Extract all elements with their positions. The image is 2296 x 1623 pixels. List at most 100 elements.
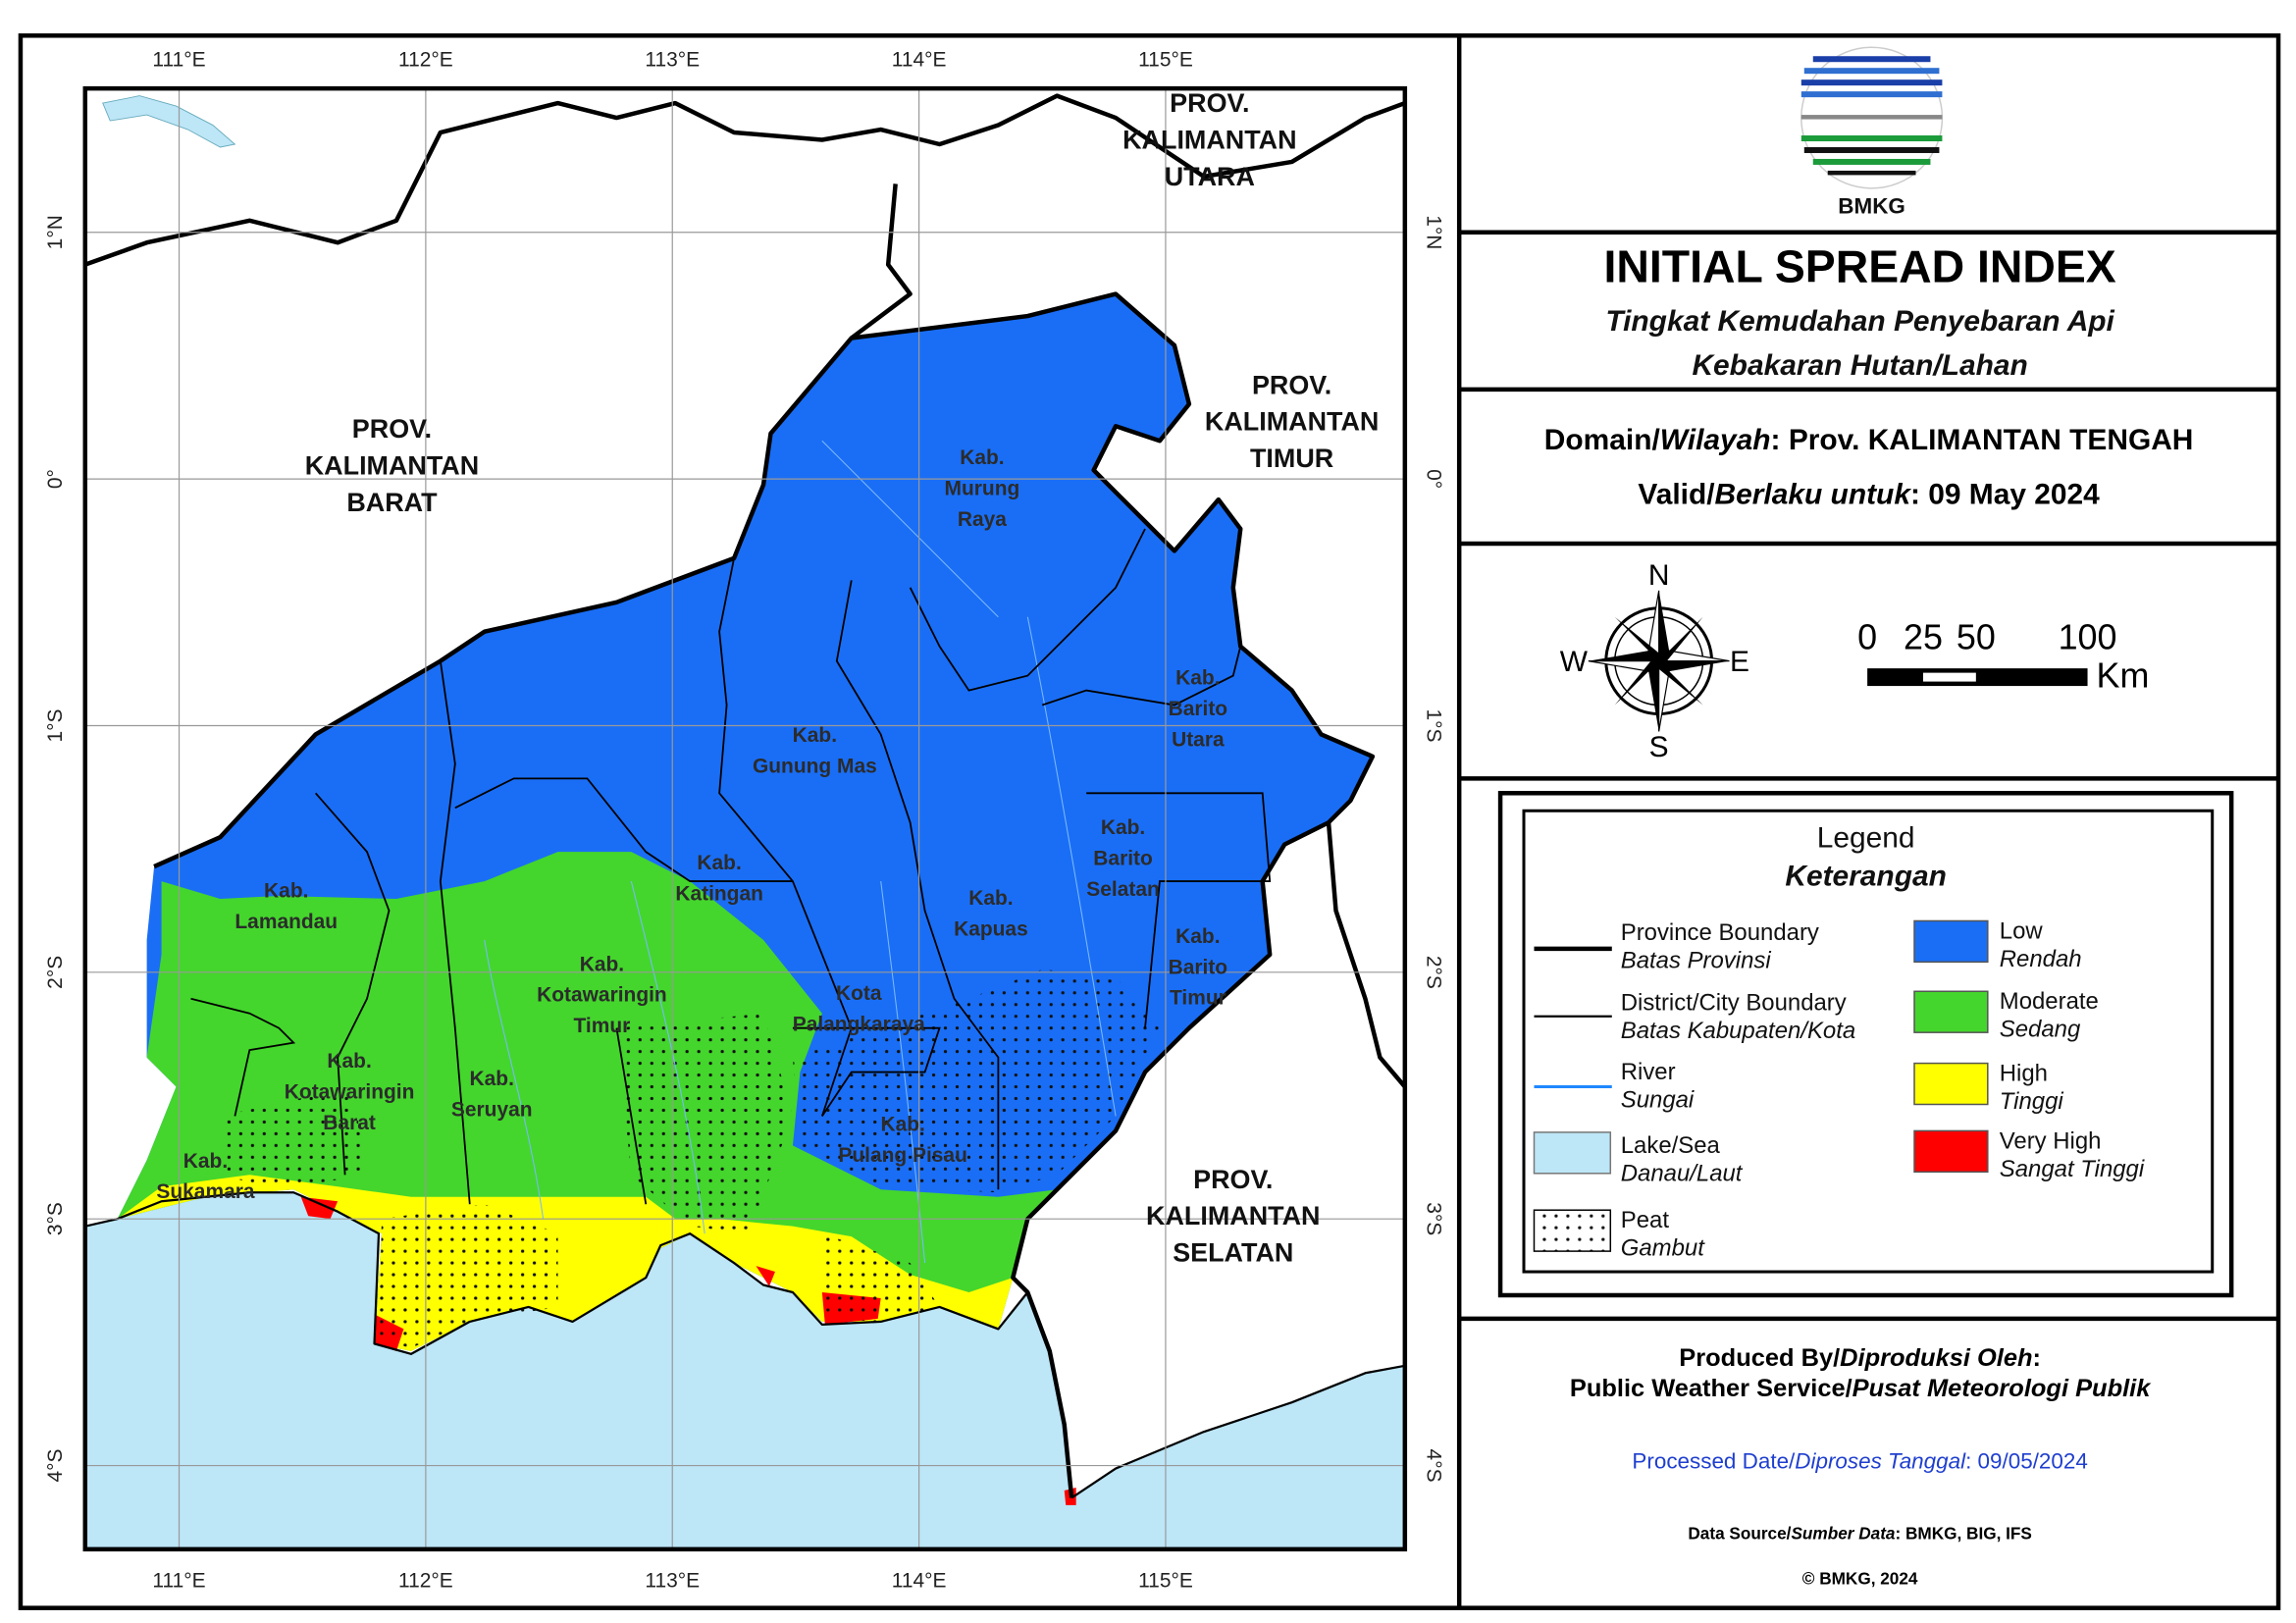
source-label-local: Sumber Data bbox=[1791, 1523, 1895, 1543]
legend-label-local: Gambut bbox=[1621, 1235, 1705, 1262]
lat-label-right: 1°S bbox=[1422, 708, 1444, 742]
processed-date: Processed Date/Diproses Tanggal: 09/05/2… bbox=[1632, 1449, 2087, 1474]
legend-label-local: Sedang bbox=[2000, 1017, 2081, 1043]
legend-inner bbox=[1522, 809, 2215, 1274]
map-body: PROV. KALIMANTAN BARAT PROV. KALIMANTAN UTARA… bbox=[84, 88, 1405, 1549]
province-label-line: PROV. bbox=[1193, 1165, 1273, 1194]
domain-label-local: Wilayah bbox=[1660, 424, 1771, 456]
legend-label: River bbox=[1621, 1059, 1676, 1085]
lat-label-left: 1°S bbox=[44, 708, 67, 742]
lat-label-right: 1°N bbox=[1422, 215, 1444, 249]
compass-e: E bbox=[1730, 646, 1749, 678]
title: INITIAL SPREAD INDEX bbox=[1604, 241, 2116, 292]
logo-stripe bbox=[1812, 56, 1931, 63]
producer-name-local: Pusat Meteorologi Publik bbox=[1852, 1375, 2153, 1402]
legend-swatch bbox=[1913, 1129, 1989, 1174]
district-label-line: Kotawaringin bbox=[285, 1081, 415, 1104]
district-label-line: Timur bbox=[1170, 987, 1226, 1010]
lat-label-left: 4°S bbox=[44, 1449, 67, 1483]
logo-stripe bbox=[1800, 135, 1943, 142]
lat-label-left: 0° bbox=[44, 469, 67, 489]
valid-line: Valid/Berlaku untuk: 09 May 2024 bbox=[1638, 479, 2100, 511]
processed-value: : 09/05/2024 bbox=[1965, 1449, 2088, 1474]
district-label-line: Barito bbox=[1169, 698, 1228, 720]
lon-label-bottom: 112°E bbox=[398, 1570, 453, 1593]
lat-label-right: 3°S bbox=[1422, 1202, 1444, 1235]
province-boundary bbox=[1326, 822, 1405, 1088]
domain-line: Domain/Wilayah: Prov. KALIMANTAN TENGAH bbox=[1544, 424, 2194, 456]
district-label-line: Katingan bbox=[675, 883, 763, 906]
province-label: PROV. KALIMANTAN UTARA bbox=[1122, 88, 1296, 191]
province-label-line: KALIMANTAN bbox=[1146, 1201, 1320, 1230]
legend: Legend Keterangan Province BoundaryBatas… bbox=[1497, 791, 2234, 1298]
district-label: Kab. Pulang Pisau bbox=[838, 1113, 966, 1166]
scale-bar: 0 25 50 100 Km bbox=[1857, 618, 2149, 696]
logo: BMKG bbox=[1800, 46, 1944, 218]
legend-label-local: Batas Provinsi bbox=[1621, 947, 1772, 973]
district-label: Kab. Seruyan bbox=[451, 1068, 533, 1121]
logo-stripe bbox=[1803, 68, 1940, 75]
district-label: Kab. Lamandau bbox=[235, 880, 338, 933]
district-label-line: Lamandau bbox=[235, 911, 338, 933]
district-boundary bbox=[792, 1026, 941, 1117]
district-label-line: Kab. bbox=[880, 1113, 924, 1135]
province-label: PROV. KALIMANTAN BARAT bbox=[305, 414, 479, 517]
domain-value: : Prov. KALIMANTAN TENGAH bbox=[1771, 424, 2194, 456]
producer-name: Public Weather Service/ bbox=[1570, 1375, 1852, 1402]
district-label-line: Barat bbox=[323, 1112, 376, 1134]
scale-label: 25 bbox=[1904, 618, 1943, 657]
scale-segment bbox=[1867, 668, 2088, 687]
district-boundary bbox=[1041, 646, 1242, 707]
graticule bbox=[84, 88, 1405, 1549]
district-boundary bbox=[909, 528, 1146, 692]
river bbox=[821, 440, 999, 618]
coastline bbox=[84, 1191, 1029, 1355]
lat-label-left: 1°N bbox=[44, 215, 67, 249]
lon-label-bottom: 114°E bbox=[892, 1570, 947, 1593]
legend-swatch bbox=[1913, 990, 1989, 1033]
river-lake bbox=[102, 95, 236, 148]
logo-stripe bbox=[1812, 158, 1931, 165]
district-label: Kab. Kotawaringin Timur bbox=[537, 953, 667, 1037]
map-frame bbox=[82, 85, 1408, 1552]
district-label-line: Kab. bbox=[327, 1050, 371, 1073]
district-label-line: Kab. bbox=[697, 852, 741, 874]
legend-label-local: Batas Kabupaten/Kota bbox=[1621, 1018, 1855, 1044]
lon-label-bottom: 111°E bbox=[152, 1570, 205, 1593]
district-label-line: Pulang Pisau bbox=[838, 1144, 966, 1167]
district-boundary bbox=[1086, 792, 1272, 1028]
logo-stripe bbox=[1800, 79, 1943, 86]
province-label-line: KALIMANTAN bbox=[1122, 125, 1296, 154]
map-labels: PROV. KALIMANTAN BARAT PROV. KALIMANTAN UTARA… bbox=[156, 88, 1379, 1267]
district-label-line: Raya bbox=[958, 508, 1007, 531]
lon-label-bottom: 113°E bbox=[645, 1570, 700, 1593]
legend-label-local: Tinggi bbox=[2000, 1088, 2064, 1115]
compass-n: N bbox=[1648, 559, 1670, 592]
zone-high bbox=[117, 1175, 1014, 1351]
producer: Public Weather Service/Pusat Meteorologi… bbox=[1570, 1375, 2152, 1402]
lat-label-right: 4°S bbox=[1422, 1449, 1444, 1483]
produced-label-local: Diproduksi Oleh bbox=[1840, 1344, 2032, 1372]
district-label-line: Palangkaraya bbox=[793, 1014, 925, 1036]
legend-label: Lake/Sea bbox=[1621, 1132, 1721, 1159]
legend-label-local: Rendah bbox=[2000, 946, 2082, 972]
lat-label-right: 0° bbox=[1422, 469, 1444, 489]
legend-label: Very High bbox=[2000, 1127, 2102, 1154]
processed-label: Processed Date/ bbox=[1632, 1449, 1796, 1474]
legend-swatch bbox=[1913, 1062, 1989, 1106]
logo-stripe bbox=[1827, 170, 1916, 176]
district-label-line: Selatan bbox=[1086, 878, 1159, 901]
district-label-line: Kab. bbox=[1175, 925, 1220, 948]
lat-label-right: 2°S bbox=[1422, 956, 1444, 989]
district-label-line: Barito bbox=[1169, 956, 1228, 978]
district-label-line: Kotawaringin bbox=[537, 984, 667, 1007]
district-boundary bbox=[718, 557, 853, 1117]
valid-label-local: Berlaku untuk bbox=[1715, 479, 1912, 511]
compass-star bbox=[1614, 616, 1703, 706]
legend-label: Moderate bbox=[2000, 988, 2099, 1015]
district-boundary bbox=[835, 580, 1000, 1190]
zone-moderate bbox=[117, 852, 1058, 1351]
province-label-line: PROV. bbox=[352, 414, 432, 444]
